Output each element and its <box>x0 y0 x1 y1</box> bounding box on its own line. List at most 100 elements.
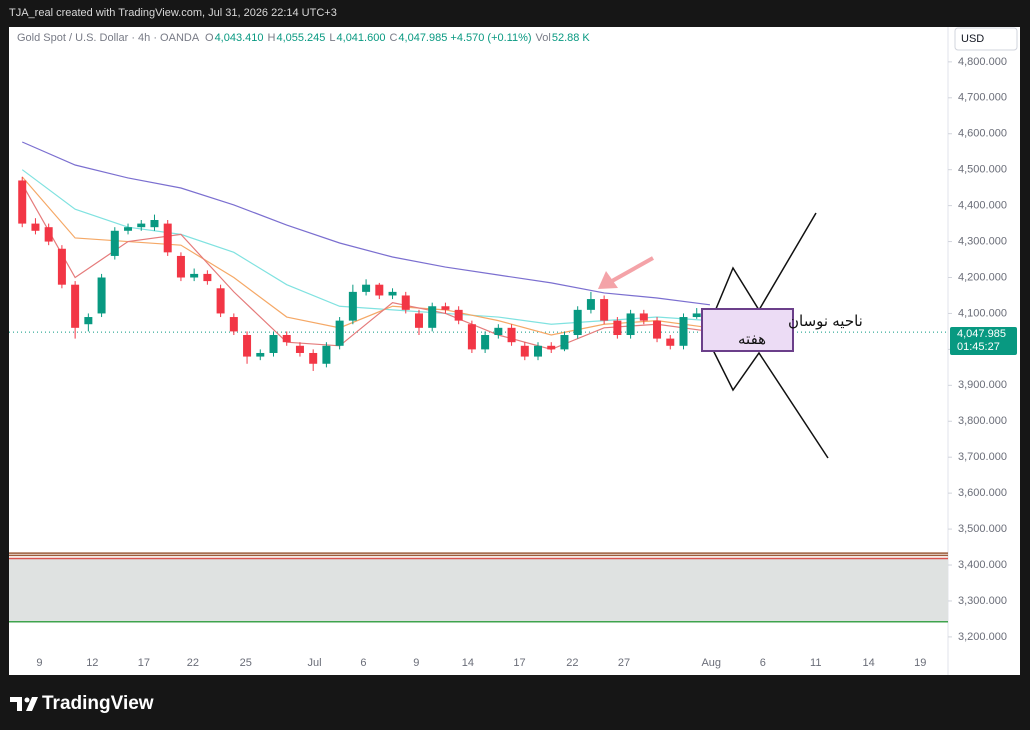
candle-body <box>110 230 119 256</box>
ohlc-value: 4,043.410 <box>215 32 264 44</box>
y-tick-label: 3,600.000 <box>958 487 1007 499</box>
x-tick-label: 9 <box>413 657 419 669</box>
x-tick-label: Jul <box>307 657 321 669</box>
ohlc-key: L <box>329 32 335 44</box>
candle-body <box>467 324 476 350</box>
candle-body <box>84 317 93 325</box>
x-tick-label: 9 <box>36 657 42 669</box>
candle-body <box>388 291 397 296</box>
candle-body <box>150 219 159 228</box>
candle-body <box>216 288 225 314</box>
candle-body <box>586 299 595 310</box>
x-tick-label: 6 <box>360 657 366 669</box>
moving-average <box>21 141 711 306</box>
candle-body <box>481 335 490 350</box>
candle-body <box>295 345 304 353</box>
x-tick-label: 12 <box>86 657 98 669</box>
ohlc-value: 4,055.245 <box>276 32 325 44</box>
x-tick-label: 14 <box>863 657 875 669</box>
candle-body <box>309 352 318 364</box>
y-tick-label: 4,600.000 <box>958 128 1007 140</box>
annotation-box <box>701 308 794 352</box>
candle-body <box>573 309 582 336</box>
ohlc-value: 4,041.600 <box>337 32 386 44</box>
candle-body <box>203 273 212 282</box>
candle-body <box>401 295 410 310</box>
candle-body <box>613 320 622 336</box>
y-tick-label: 4,500.000 <box>958 164 1007 176</box>
last-price-label: 4,047.985 <box>957 328 1006 340</box>
ohlc-value: 52.88 K <box>552 32 591 44</box>
annotation: ناحیه نوسان هفته <box>701 308 863 352</box>
logo-mark <box>10 697 38 711</box>
candle-body <box>639 313 648 321</box>
candle-body <box>243 335 252 357</box>
ohlc-key: Vol <box>536 32 551 44</box>
candle-body <box>375 284 384 296</box>
x-tick-label: 27 <box>618 657 630 669</box>
x-tick-label: 11 <box>810 657 821 669</box>
credit: TJA_real created with TradingView.com, J… <box>9 7 337 19</box>
x-tick-label: 17 <box>513 657 525 669</box>
candle-body <box>560 335 569 350</box>
candle-body <box>428 306 437 328</box>
moving-average <box>21 183 711 351</box>
y-tick-label: 3,200.000 <box>958 631 1007 643</box>
zone <box>9 558 948 622</box>
countdown: 01:45:27 <box>957 341 1000 353</box>
projection-down <box>707 339 829 459</box>
x-tick-label: Aug <box>701 657 721 669</box>
candle-body <box>282 335 291 343</box>
y-tick-label: 4,800.000 <box>958 56 1007 68</box>
candle-body <box>256 352 265 357</box>
candle-body <box>229 317 238 332</box>
candle-body <box>414 313 423 328</box>
candle-body <box>534 345 543 357</box>
currency-box[interactable] <box>954 27 1018 51</box>
logo: TradingView <box>10 693 154 714</box>
ohlc-value: 4,047.985 +4.570 (+0.11%) <box>398 32 531 44</box>
candle-body <box>190 273 199 278</box>
candle-body <box>520 345 529 357</box>
y-tick-label: 4,300.000 <box>958 235 1007 247</box>
candle-body <box>163 223 172 253</box>
candle-body <box>31 223 40 231</box>
arrow-head <box>598 271 618 289</box>
y-tick-label: 3,800.000 <box>958 415 1007 427</box>
y-tick-label: 3,700.000 <box>958 451 1007 463</box>
y-tick-label: 3,900.000 <box>958 379 1007 391</box>
moving-average <box>21 176 711 336</box>
ohlc-key: H <box>268 32 276 44</box>
annotation-line: هفته <box>738 331 766 348</box>
candle-body <box>137 223 146 228</box>
ohlc-key: C <box>389 32 397 44</box>
candle-body <box>269 335 278 353</box>
candle-body <box>600 299 609 321</box>
y-tick-label: 4,200.000 <box>958 271 1007 283</box>
candle-body <box>322 345 331 364</box>
candle-body <box>18 180 27 224</box>
y-tick-label: 3,500.000 <box>958 523 1007 535</box>
candle-body <box>335 320 344 346</box>
y-tick-label: 4,700.000 <box>958 92 1007 104</box>
arrow-shaft <box>611 256 654 283</box>
brand: TradingView <box>42 693 154 714</box>
candle-body <box>692 313 701 318</box>
candle-body <box>71 284 80 328</box>
candle-body <box>507 327 516 343</box>
y-tick-label: 3,400.000 <box>958 559 1007 571</box>
annotation-line: ناحیه نوسان <box>788 313 863 330</box>
candle-body <box>362 284 371 292</box>
candle-body <box>176 255 185 278</box>
x-tick-label: 14 <box>462 657 474 669</box>
candle-body <box>679 317 688 346</box>
currency[interactable]: USD <box>961 33 984 45</box>
candle-body <box>494 327 503 336</box>
x-tick-label: 17 <box>138 657 150 669</box>
symbol: Gold Spot / U.S. Dollar · 4h · OANDA <box>17 32 200 44</box>
x-tick-label: 25 <box>240 657 252 669</box>
candle-body <box>348 291 357 321</box>
candle-body <box>97 277 106 314</box>
